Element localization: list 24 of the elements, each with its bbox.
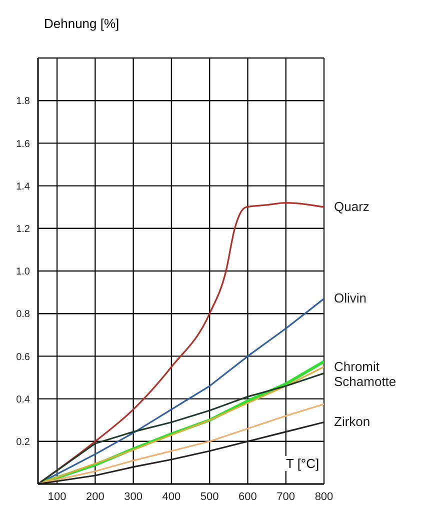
y-tick-label: 0.4 bbox=[16, 394, 30, 406]
series-label: Schamotte bbox=[334, 374, 396, 389]
x-axis-title: T [°C] bbox=[284, 456, 322, 471]
x-tick-label: 600 bbox=[238, 490, 257, 503]
y-tick-label: 1.0 bbox=[16, 266, 30, 278]
x-tick-label: 800 bbox=[314, 490, 334, 503]
x-tick-label: 500 bbox=[200, 490, 219, 503]
x-tick-label: 700 bbox=[276, 490, 296, 503]
x-tick-label: 400 bbox=[162, 490, 181, 503]
x-tick-label: 200 bbox=[86, 490, 104, 503]
series-label: Olivin bbox=[334, 290, 367, 306]
series-label: Quarz bbox=[334, 199, 370, 214]
x-tick-label: 100 bbox=[48, 490, 66, 503]
y-tick-label: 0.2 bbox=[16, 436, 30, 448]
series-label: Zirkon bbox=[334, 414, 370, 430]
y-axis-title: Dehnung [%] bbox=[44, 16, 120, 31]
y-tick-label: 0.8 bbox=[16, 309, 30, 320]
series-label: Chromit bbox=[334, 358, 380, 374]
y-tick-label: 1.2 bbox=[16, 224, 30, 235]
y-tick-label: 0.6 bbox=[16, 352, 30, 363]
y-tick-label: 1.6 bbox=[16, 138, 30, 150]
y-tick-label: 1.4 bbox=[16, 181, 30, 192]
y-tick-label: 1.8 bbox=[16, 96, 30, 108]
x-tick-label: 300 bbox=[124, 490, 143, 503]
